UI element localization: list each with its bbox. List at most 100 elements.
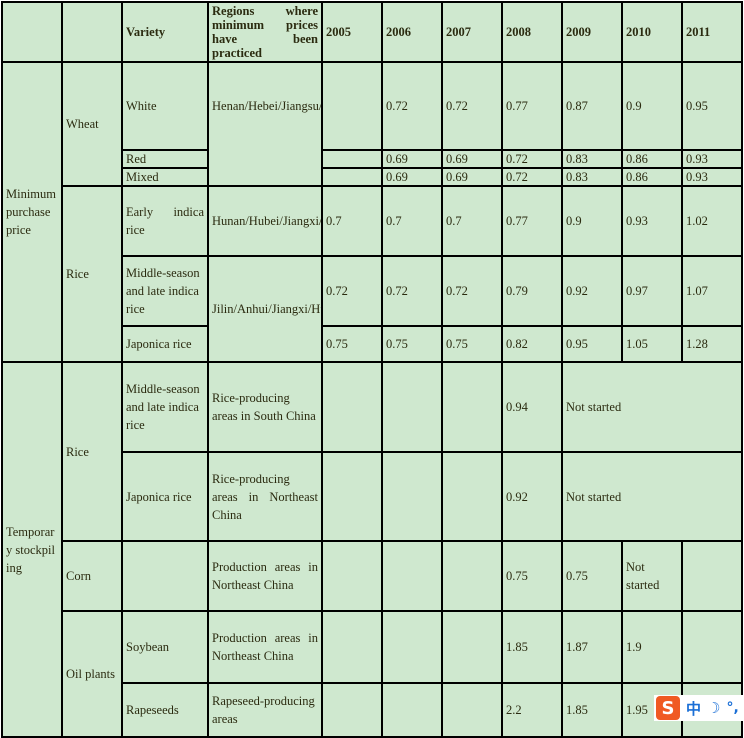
value-cell: 0.72 [501,167,563,187]
value-cell [381,540,443,612]
header-empty [61,1,123,63]
variety: Rapeseeds [121,682,209,738]
value-cell: 0.93 [681,149,743,169]
value-cell [441,540,503,612]
variety: Early indica rice [121,185,209,257]
policy-minimum-purchase: Minimum purchase price [1,61,63,363]
value-cell: 0.75 [321,325,383,363]
value-cell [321,167,383,187]
value-cell: 0.94 [501,361,563,453]
policy-temporary-stockpiling: Temporary stockpiling [1,361,63,738]
table-row: Oil plants Soybean Production areas in N… [2,610,743,738]
table-row: Mixed 0.69 0.69 0.72 0.83 0.86 0.93 [2,167,743,187]
value-cell: 0.97 [621,255,683,327]
table-row: Japonica rice 0.75 0.75 0.75 0.82 0.95 1… [2,325,743,363]
value-cell [441,361,503,453]
region: Henan/Hebei/Jiangsu/Anhui/Shandong/Hubei [207,61,323,187]
value-cell: 1.05 [621,325,683,363]
value-cell: 0.69 [381,167,443,187]
value-cell [681,540,743,612]
value-cell: 0.82 [501,325,563,363]
status-not-started: Not started [561,451,743,542]
value-cell [381,451,443,542]
ime-toolbar[interactable]: S 中 ☽ °, [654,695,744,721]
value-cell: 0.69 [441,149,503,169]
region: Jilin/Anhui/Jiangxi/Hubei/Hunan/Sichuan/… [207,255,323,363]
value-cell: 0.69 [381,149,443,169]
value-cell: 0.72 [501,149,563,169]
header-year: 2007 [441,1,503,63]
value-cell: 1.85 [501,610,563,684]
crop-rice: Rice [61,361,123,542]
table-row: Red 0.69 0.69 0.72 0.83 0.86 0.93 [2,149,743,169]
value-cell: 0.9 [561,185,623,257]
header-year: 2010 [621,1,683,63]
value-cell: 0.92 [561,255,623,327]
value-cell: 2.2 [501,682,563,738]
header-year: 2006 [381,1,443,63]
crop-oil-plants: Oil plants [61,610,123,738]
value-cell [321,361,383,453]
variety: Middle-season and late indica rice [121,361,209,453]
header-year: 2008 [501,1,563,63]
value-cell [321,540,383,612]
value-cell: 0.72 [441,255,503,327]
value-cell: 1.07 [681,255,743,327]
chinese-mode-toggle[interactable]: 中 [686,699,702,718]
value-cell: 0.83 [561,167,623,187]
header-year: 2005 [321,1,383,63]
variety: Japonica rice [121,451,209,542]
value-cell: 0.86 [621,149,683,169]
header-regions: Regions where minimum prices have been p… [207,1,323,63]
table-row: Middle-season and late indica rice Jilin… [2,255,743,363]
region: Rice-producing areas in South China [207,361,323,453]
variety: Japonica rice [121,325,209,363]
value-cell: 0.75 [381,325,443,363]
value-cell [681,610,743,684]
punctuation-toggle[interactable]: °, [726,700,739,716]
header-variety: Variety [121,1,209,63]
table-row: Temporary stockpiling Rice Middle-season… [1,361,743,738]
value-cell: 0.77 [501,185,563,257]
region: Production areas in Northeast China [207,540,323,612]
region: Hunan/Hubei/Jiangxi/Anhui/Guangxi [207,185,323,257]
moon-icon[interactable]: ☽ [707,700,721,717]
value-cell: 0.9 [621,61,683,151]
value-cell [441,610,503,684]
value-cell: 0.72 [381,61,443,151]
header-row: Variety Regions where minimum prices hav… [1,1,743,63]
variety [121,540,209,612]
variety: White [121,61,209,151]
value-cell: 0.72 [441,61,503,151]
value-cell [381,361,443,453]
value-cell: 1.85 [561,682,623,738]
value-cell: 0.77 [501,61,563,151]
value-cell [321,682,383,738]
value-cell: 0.75 [441,325,503,363]
header-year: 2011 [681,1,743,63]
table-row: Japonica rice Rice-producing areas in No… [2,451,743,542]
sogou-logo-icon[interactable]: S [656,696,680,720]
crop-corn: Corn [61,540,123,612]
table-row: Corn Production areas in Northeast China… [2,540,743,612]
status-not-started: Not started [561,361,743,453]
header-empty [1,1,63,63]
value-cell [441,682,503,738]
value-cell: 0.93 [681,167,743,187]
variety: Middle-season and late indica rice [121,255,209,327]
value-cell: 1.9 [621,610,683,684]
status-not-started: Not started [621,540,683,612]
value-cell: 0.7 [321,185,383,257]
value-cell [321,149,383,169]
value-cell [321,61,383,151]
value-cell [381,682,443,738]
variety: Mixed [121,167,209,187]
value-cell: 0.83 [561,149,623,169]
value-cell: 0.86 [621,167,683,187]
value-cell: 0.72 [321,255,383,327]
header-year: 2009 [561,1,623,63]
value-cell: 0.69 [441,167,503,187]
region: Production areas in Northeast China [207,610,323,684]
value-cell: 0.7 [381,185,443,257]
